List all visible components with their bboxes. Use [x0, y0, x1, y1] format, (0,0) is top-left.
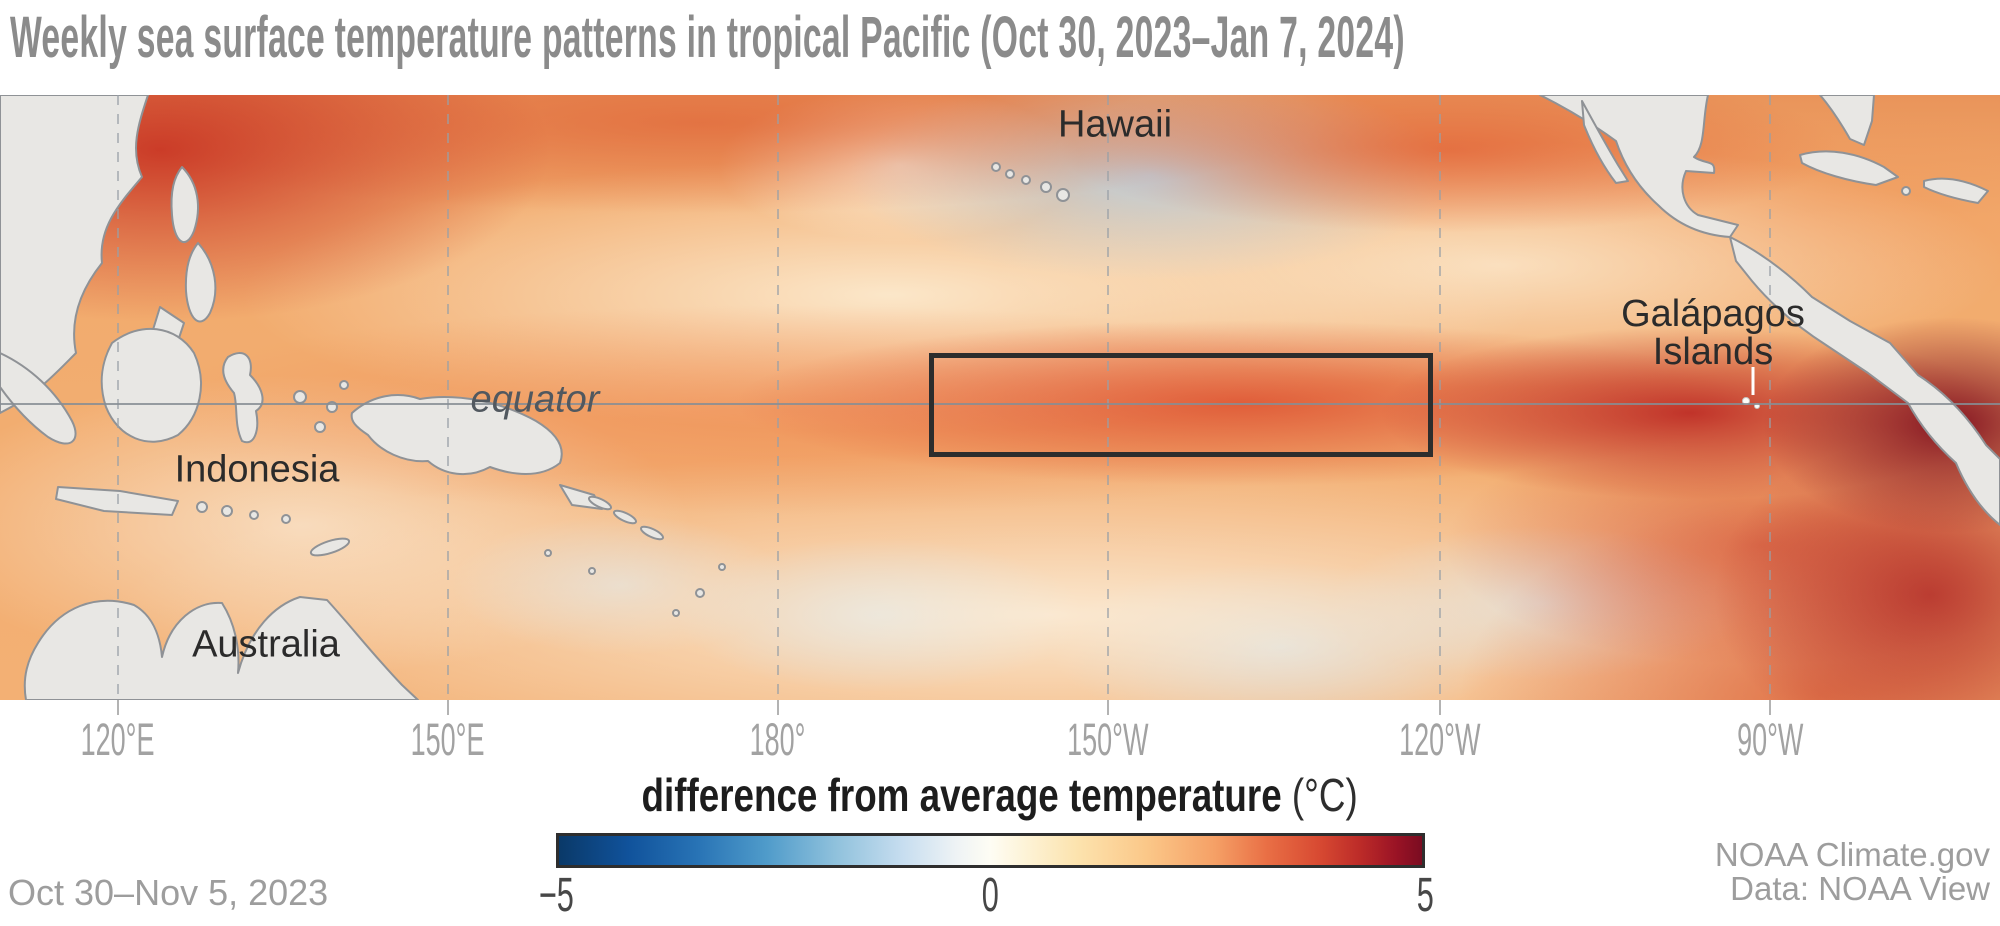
islands-solomon — [587, 495, 665, 541]
peninsula-florida — [1819, 95, 1875, 146]
islands-hawaii — [991, 162, 1070, 202]
landmass-australia — [23, 596, 419, 700]
island-borneo — [100, 327, 202, 443]
label-galapagos-line1: Galápagos — [1621, 293, 1805, 335]
tick-label-90w: 90°W — [1736, 714, 1804, 765]
map-overlay-svg — [0, 95, 2000, 700]
tick-label-150e: 150°E — [411, 714, 485, 765]
island-sulawesi — [222, 352, 264, 444]
credit-data: Data: NOAA View — [1730, 870, 1990, 907]
landmass-north-america — [1539, 95, 1739, 238]
nino34-region-box — [929, 353, 1433, 457]
landmass-central-south-america — [1729, 236, 2000, 526]
colorbar-mid-label: 0 — [981, 869, 999, 922]
label-galapagos-line2: Islands — [1652, 331, 1774, 373]
label-hawaii: Hawaii — [1057, 103, 1173, 146]
page-title: Weekly sea surface temperature patterns … — [10, 4, 2000, 71]
colorbar-title-text: difference from average temperature — [641, 769, 1283, 821]
tick-mark — [1439, 700, 1441, 715]
colorbar-min-label: −5 — [538, 869, 574, 922]
island-java — [55, 486, 291, 524]
colorbar-max-label: 5 — [1416, 869, 1434, 922]
colorbar — [556, 833, 1425, 868]
label-australia: Australia — [192, 623, 340, 666]
longitude-axis: 120°E 150°E 180° 150°W 120°W 90°W — [0, 700, 2000, 772]
pacific-sst-map: Hawaii Galápagos Islands equator Indones… — [0, 95, 2000, 700]
islands-philippines — [151, 166, 217, 348]
label-indonesia: Indonesia — [174, 448, 340, 491]
tick-label-150w: 150°W — [1067, 714, 1149, 765]
tick-label-120w: 120°W — [1399, 714, 1481, 765]
tick-mark — [1107, 700, 1109, 715]
landmass-asia — [0, 95, 149, 414]
colorbar-title: difference from average temperature (°C) — [0, 768, 2000, 822]
tick-mark — [1769, 700, 1771, 715]
week-date-label: Oct 30–Nov 5, 2023 — [8, 872, 329, 913]
islands-moluccas — [293, 380, 349, 433]
islands-melanesia — [544, 549, 726, 617]
page-title-text: Weekly sea surface temperature patterns … — [10, 5, 1405, 70]
island-sumatra — [0, 352, 77, 445]
tick-mark — [777, 700, 779, 715]
tick-mark — [117, 700, 119, 715]
tick-label-180: 180° — [750, 714, 806, 765]
credit-source: NOAA Climate.gov — [1714, 836, 1990, 873]
peninsula-baja-california — [1581, 100, 1629, 184]
label-galapagos: Galápagos Islands — [1621, 295, 1805, 371]
island-timor — [309, 537, 351, 557]
credits: NOAA Climate.gov Data: NOAA View — [1715, 838, 1990, 906]
island-cuba — [1799, 150, 1899, 186]
tick-label-120e: 120°E — [81, 714, 155, 765]
colorbar-unit: (°C) — [1292, 769, 1359, 821]
tick-mark — [447, 700, 449, 715]
island-hispaniola — [1901, 177, 1989, 204]
label-equator: equator — [470, 378, 600, 421]
longitude-gridlines — [117, 95, 1771, 700]
